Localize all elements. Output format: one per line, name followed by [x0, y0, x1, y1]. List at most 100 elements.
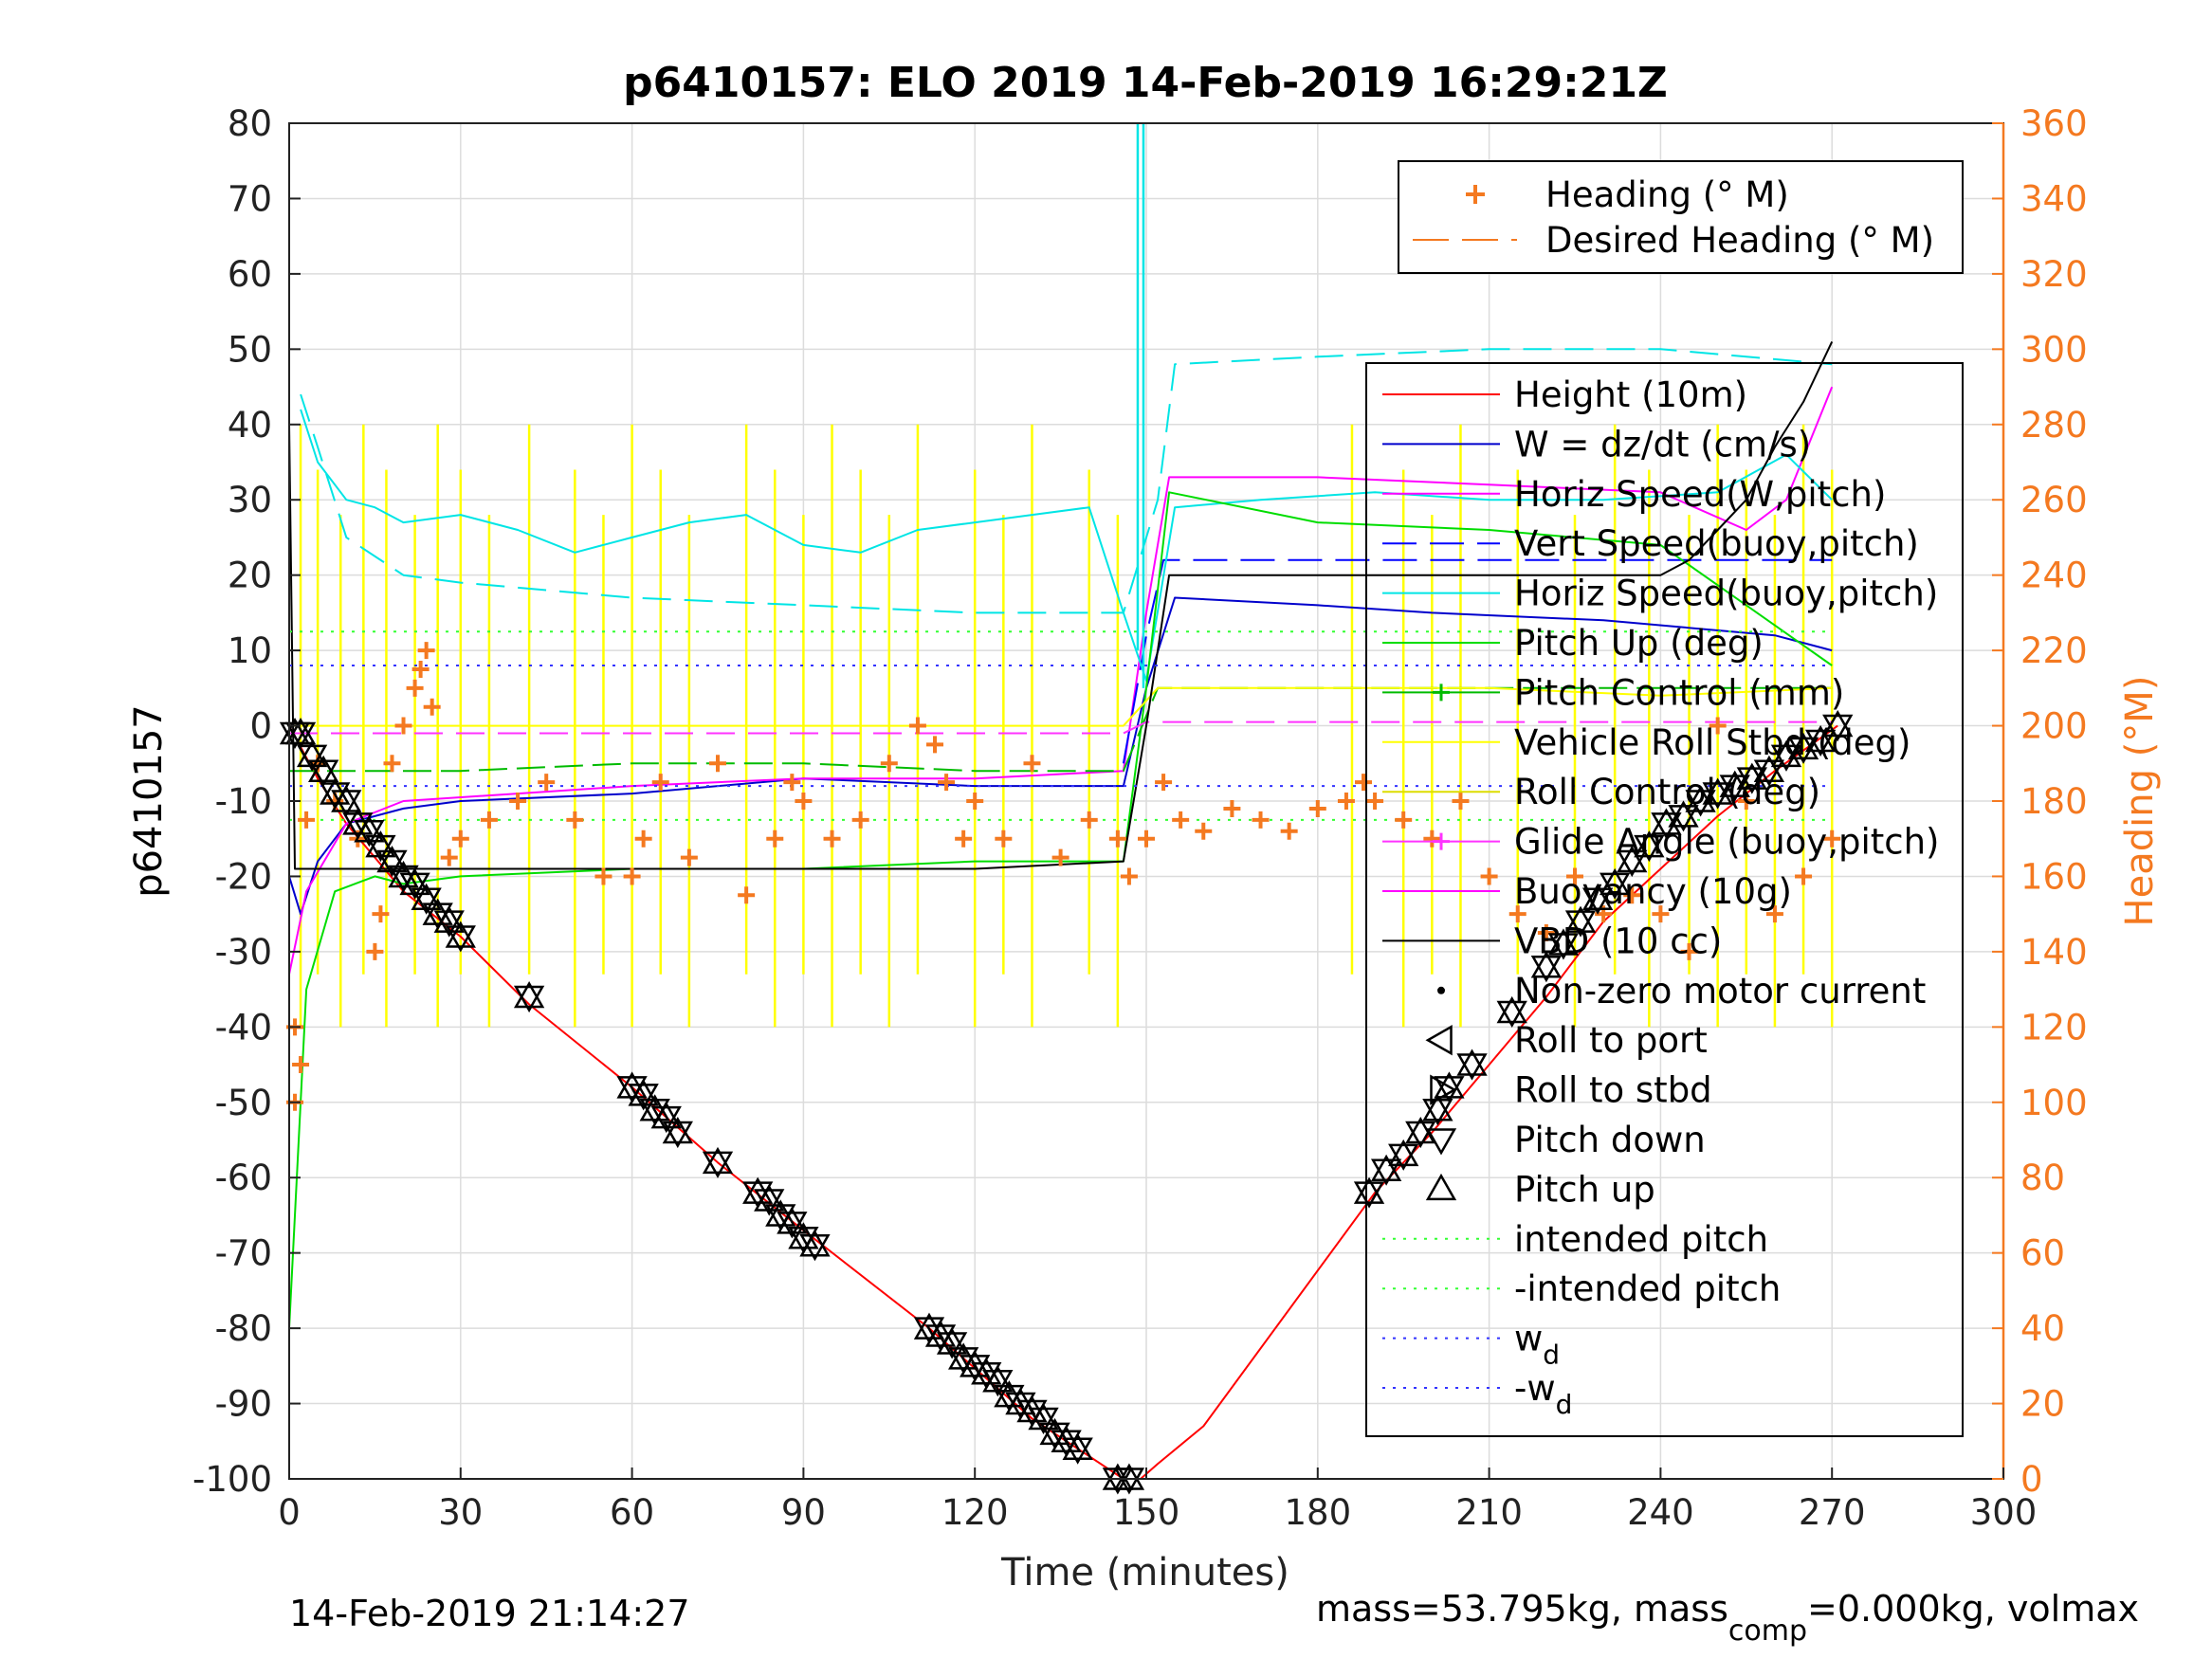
- pitch-down-marker-44: [1113, 1468, 1145, 1495]
- heading-point-49: [1223, 799, 1241, 817]
- axis-ticks: 0 30 60 90 120 150 180 210 240 270 300807060504030…: [192, 103, 2088, 1533]
- pitch-up-marker-16: [513, 981, 545, 1009]
- series-glide-angle-buoy-pitch: [289, 720, 1833, 735]
- pitch-down-marker-59: [1634, 834, 1665, 863]
- heading-point-30: [795, 793, 813, 810]
- heading-point-15: [440, 848, 458, 866]
- y-tick-label-10: 10: [228, 630, 272, 671]
- heading-point-39: [995, 830, 1013, 848]
- y-tick-label-70: 70: [228, 178, 272, 219]
- heading-point-17: [480, 811, 498, 829]
- pitch-down-marker-24: [754, 1189, 785, 1216]
- heading-point-22: [623, 867, 641, 885]
- pitch-down-marker-45: [1353, 1181, 1385, 1209]
- y2-tick-label-320: 320: [2020, 254, 2088, 295]
- pitch-down-marker-46: [1370, 1158, 1402, 1186]
- pitch-down-marker-21: [662, 1121, 693, 1149]
- y-tick-label--100: -100: [192, 1459, 272, 1500]
- pitch-up-marker-55: [1564, 905, 1597, 933]
- legend-label-pitch-control-mm-6: Pitch Control (mm): [1514, 672, 1844, 713]
- y2-tick-label-280: 280: [2020, 405, 2088, 446]
- legend-swatch-14: [1430, 1074, 1457, 1105]
- heading-point-20: [566, 811, 584, 829]
- legend-label-roll-control-deg-8: Roll Control (deg): [1514, 772, 1820, 812]
- y2-tick-label-140: 140: [2020, 932, 2088, 973]
- legend-main-box: [1365, 362, 1964, 1437]
- y-tick-label--90: -90: [215, 1384, 272, 1425]
- heading-point-25: [680, 848, 698, 866]
- pitch-up-marker-22: [702, 1146, 734, 1175]
- heading-point-18: [509, 793, 527, 810]
- legend-swatch-15: [1425, 1128, 1457, 1156]
- heading-point-69: [1765, 905, 1783, 923]
- pitch-down-marker-39: [1028, 1407, 1059, 1434]
- legend-label-roll-to-stbd-14: Roll to stbd: [1514, 1070, 1712, 1111]
- pitch-down-marker-22: [702, 1151, 734, 1178]
- legend-label-pitch-up-16: Pitch up: [1514, 1169, 1655, 1210]
- legend-swatch-plus-9: [1433, 832, 1450, 850]
- y2-tick-label-260: 260: [2020, 480, 2088, 520]
- pitch-up-marker-54: [1547, 928, 1580, 956]
- series-w-dz-dt-cm-s: [288, 596, 1833, 916]
- pitch-up-marker-28: [799, 1230, 831, 1257]
- heading-point-66: [1680, 942, 1698, 960]
- heading-point-19: [538, 774, 556, 792]
- legend-label-glide-angle-buoy-pitch-9: Glide Angle (buoy,pitch): [1514, 822, 1939, 863]
- x-tick-label-120: 120: [941, 1492, 1009, 1533]
- y2-tick-label-200: 200: [2020, 706, 2088, 747]
- heading-point-8: [372, 905, 390, 923]
- y-tick-label--40: -40: [215, 1007, 272, 1048]
- pitch-up-marker-51: [1456, 1048, 1488, 1076]
- x-tick-label-30: 30: [438, 1492, 483, 1533]
- series-vert-speed-buoy-pitch: [1122, 558, 1833, 764]
- legend-label-non-zero-motor-current-12: Non-zero motor current: [1514, 971, 1926, 1012]
- legend-label-roll-to-port-13: Roll to port: [1514, 1020, 1708, 1061]
- y-tick-label--60: -60: [215, 1158, 272, 1198]
- pitch-up-marker-50: [1434, 1071, 1465, 1099]
- y2-tick-label-340: 340: [2020, 178, 2088, 219]
- pitch-down-marker-14: [433, 910, 465, 938]
- footer-timestamp: 14-Feb-2019 21:14:27: [289, 1593, 690, 1634]
- heading-point-43: [1108, 830, 1126, 848]
- heading-point-52: [1308, 799, 1326, 817]
- pitch-down-marker-3: [308, 759, 339, 787]
- heading-point-45: [1138, 830, 1155, 848]
- pitch-down-marker-69: [1804, 729, 1837, 757]
- heading-point-58: [1452, 793, 1470, 810]
- y2-tick-label-300: 300: [2020, 329, 2088, 370]
- footer-mass-a: mass=53.795kg, mass: [1316, 1588, 1728, 1630]
- y2-tick-label-20: 20: [2020, 1384, 2065, 1425]
- footer-mass-sub: comp: [1728, 1614, 1807, 1648]
- heading-point-12: [411, 660, 430, 678]
- series-pitch-up-deg: [288, 491, 1833, 1329]
- legend-swatch-12: [1437, 986, 1445, 994]
- y-tick-label--30: -30: [215, 932, 272, 973]
- pitch-down-marker-56: [1581, 887, 1614, 915]
- pitch-down-marker-35: [982, 1369, 1014, 1397]
- pitch-up-marker-1: [284, 717, 317, 745]
- x-tick-label-0: 0: [278, 1492, 301, 1533]
- y2-tick-label-220: 220: [2020, 630, 2088, 671]
- legend-heading-label-0: Heading (° M): [1545, 174, 1789, 215]
- heading-point-54: [1355, 774, 1373, 792]
- pitch-down-marker-16: [513, 985, 545, 1013]
- legend-label-w-dz-dt-cm-s-1: W = dz/dt (cm/s): [1514, 424, 1811, 465]
- heading-point-38: [966, 793, 984, 810]
- heading-point-51: [1280, 822, 1298, 840]
- heading-point-9: [383, 755, 401, 773]
- legend-label-sub-19: d: [1543, 1340, 1560, 1371]
- legend-heading-label-1: Desired Heading (° M): [1545, 220, 1934, 261]
- series-vehicle-roll-stbd-deg: [289, 686, 1833, 727]
- pitch-down-marker-7: [354, 820, 385, 848]
- x-tick-label-210: 210: [1455, 1492, 1523, 1533]
- pitch-up-marker-58: [1617, 846, 1648, 873]
- pitch-up-marker-3: [308, 755, 339, 782]
- pitch-down-marker-52: [1496, 1000, 1527, 1028]
- pitch-up-marker-49: [1422, 1094, 1453, 1121]
- legend-label-horiz-speed-w-pitch-2: Horiz Speed(W,pitch): [1514, 474, 1886, 515]
- heading-point-24: [651, 774, 669, 792]
- pitch-down-marker-48: [1405, 1121, 1436, 1149]
- heading-point-16: [451, 830, 469, 848]
- legend-label-horiz-speed-buoy-pitch-4: Horiz Speed(buoy,pitch): [1514, 574, 1938, 614]
- pitch-down-marker-51: [1456, 1053, 1488, 1081]
